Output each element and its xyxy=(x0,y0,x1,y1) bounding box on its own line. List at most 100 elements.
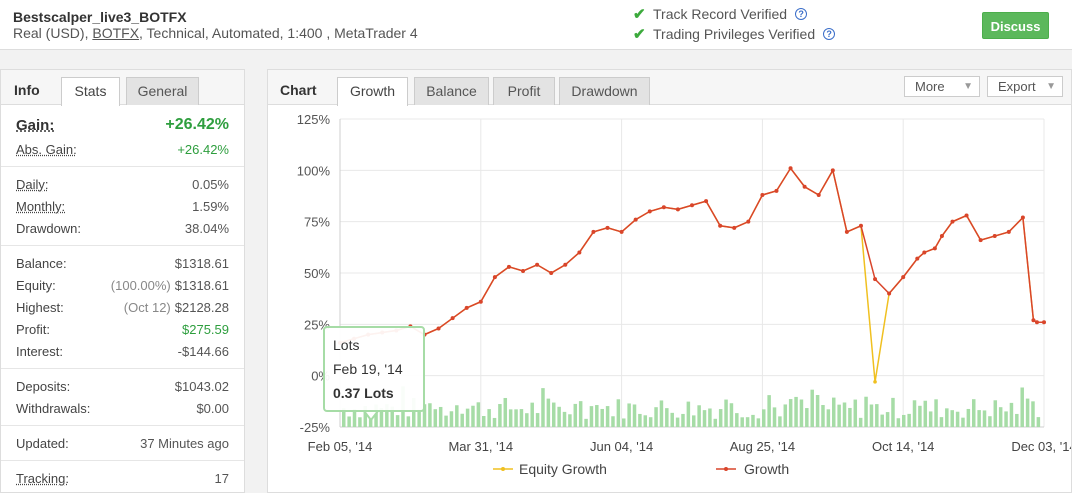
tab-stats[interactable]: Stats xyxy=(61,77,120,106)
stat-row-monthly: Monthly: 1.59% xyxy=(1,196,244,218)
broker-link[interactable]: BOTFX xyxy=(92,25,140,41)
lots-bar xyxy=(519,409,524,427)
help-icon[interactable]: ? xyxy=(795,8,808,20)
legend-equity-marker xyxy=(501,467,505,471)
growth-point xyxy=(535,262,540,267)
lots-bar xyxy=(428,403,432,427)
lots-bar xyxy=(525,413,529,427)
growth-point xyxy=(992,234,997,239)
lots-bar xyxy=(842,402,847,427)
export-dropdown[interactable]: Export ▼ xyxy=(987,76,1063,97)
lots-bar xyxy=(945,408,949,427)
stat-row-interest: Interest: -$144.66 xyxy=(1,341,244,363)
verify-label: Trading Privileges Verified xyxy=(653,26,816,42)
lots-bar xyxy=(675,417,680,427)
lots-bar xyxy=(643,415,648,427)
lots-bar xyxy=(837,404,841,427)
account-type: Real (USD), xyxy=(13,25,89,41)
x-tick-label: Aug 25, '14 xyxy=(730,439,795,454)
lots-bar xyxy=(939,417,944,427)
deposits-value: $1043.02 xyxy=(174,379,229,394)
lots-bar xyxy=(358,417,362,427)
lots-bar xyxy=(648,417,653,427)
help-icon[interactable]: ? xyxy=(823,28,836,40)
growth-point xyxy=(563,262,568,267)
lots-bar xyxy=(632,404,637,427)
lots-bar xyxy=(503,397,508,427)
growth-point xyxy=(1006,229,1011,234)
balance-value: $1318.61 xyxy=(174,256,229,271)
drawdown-label: Drawdown: xyxy=(16,221,82,236)
lots-bar xyxy=(379,408,384,427)
lots-bar xyxy=(681,413,685,427)
lots-bar xyxy=(589,406,594,427)
lots-bar xyxy=(950,410,954,427)
growth-chart[interactable]: 125%100%75%50%25%0%-25%Feb 05, '14 Mar 31… xyxy=(268,107,1071,492)
tab-balance[interactable]: Balance xyxy=(414,77,489,105)
withdrawals-value: $0.00 xyxy=(196,401,229,416)
daily-label[interactable]: Daily: xyxy=(16,177,49,192)
info-title: Info xyxy=(14,82,40,98)
growth-point xyxy=(816,192,821,197)
lots-bar xyxy=(988,416,992,427)
lots-bar xyxy=(546,398,551,427)
stat-row-tracking: Tracking: 17 xyxy=(1,468,244,490)
lots-bar xyxy=(702,410,707,427)
check-icon: ✔ xyxy=(633,26,646,43)
lots-bar xyxy=(708,408,712,427)
growth-point xyxy=(704,199,709,204)
lots-bar xyxy=(788,399,793,427)
lots-bar xyxy=(880,414,884,427)
lots-bar xyxy=(858,417,863,427)
info-tabbar: Info Stats General xyxy=(1,70,244,106)
chart-tabbar: Chart Growth Balance Profit Drawdown Mor… xyxy=(268,70,1071,106)
stat-row-withdrawals: Withdrawals: $0.00 xyxy=(1,398,244,420)
abs-gain-label[interactable]: Abs. Gain: xyxy=(16,142,77,157)
stat-row-deposits: Deposits: $1043.02 xyxy=(1,376,244,398)
stat-row-drawdown: Drawdown: 38.04% xyxy=(1,218,244,240)
profit-label: Profit: xyxy=(16,322,50,337)
lots-bar xyxy=(562,411,567,427)
growth-point xyxy=(760,192,765,197)
lots-bar xyxy=(1025,398,1030,427)
lots-bar xyxy=(578,401,583,427)
equity-label: Equity: xyxy=(16,278,56,293)
tab-general[interactable]: General xyxy=(126,77,199,105)
lots-bar xyxy=(923,400,928,427)
lots-bar xyxy=(449,411,454,427)
monthly-value: 1.59% xyxy=(192,199,229,214)
lots-bar xyxy=(864,396,868,427)
lots-bar xyxy=(982,410,987,427)
tab-drawdown[interactable]: Drawdown xyxy=(559,77,650,105)
lots-tooltip: Lots Feb 19, '14 0.37 Lots xyxy=(323,326,425,422)
legend-growth-label: Growth xyxy=(744,461,789,477)
lots-bar xyxy=(422,404,427,427)
track-record-verified: ✔ Track Record Verified ? xyxy=(633,5,808,23)
x-tick-label: Mar 31, '14 xyxy=(448,439,513,454)
growth-point xyxy=(922,250,927,255)
lots-bar xyxy=(1004,411,1008,427)
lots-bar xyxy=(595,405,599,427)
lots-bar xyxy=(869,404,874,427)
growth-point xyxy=(830,168,835,173)
lots-bar xyxy=(934,399,938,427)
lots-bar xyxy=(692,415,696,427)
tab-growth[interactable]: Growth xyxy=(337,77,408,106)
growth-point xyxy=(915,256,920,261)
monthly-label[interactable]: Monthly: xyxy=(16,199,66,214)
growth-point xyxy=(492,275,497,280)
lots-bar xyxy=(875,404,879,427)
more-dropdown[interactable]: More ▼ xyxy=(904,76,980,97)
lots-bar xyxy=(993,400,998,427)
tab-profit[interactable]: Profit xyxy=(493,77,555,105)
x-tick-label: Jun 04, '14 xyxy=(590,439,653,454)
lots-bar xyxy=(670,412,674,427)
lots-bar xyxy=(955,411,960,427)
tracking-label[interactable]: Tracking: xyxy=(16,471,69,486)
gain-label[interactable]: Gain: xyxy=(16,117,55,134)
verify-label: Track Record Verified xyxy=(653,6,788,22)
lots-bar xyxy=(460,413,464,427)
growth-point xyxy=(1042,320,1046,325)
lots-bar xyxy=(902,414,906,427)
discuss-button[interactable]: Discuss xyxy=(982,12,1049,39)
